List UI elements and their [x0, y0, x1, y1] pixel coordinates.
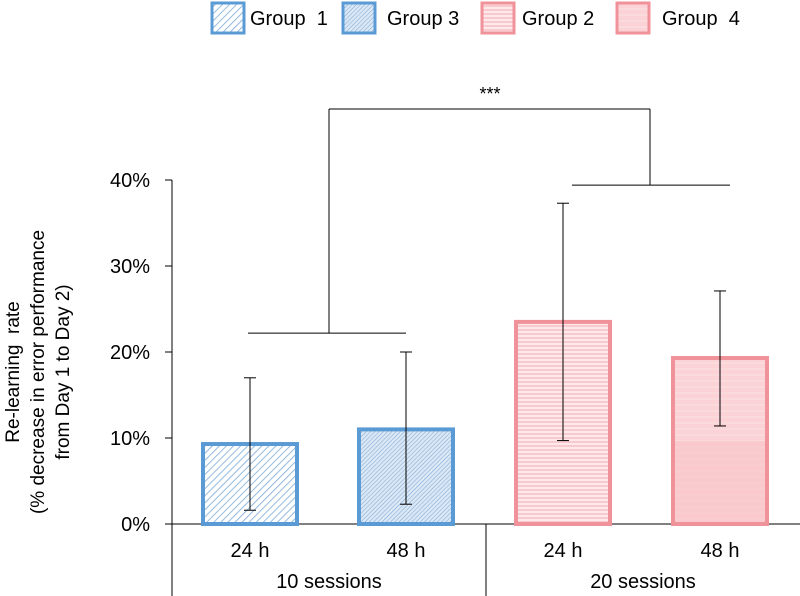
- significance-bracket: ***: [248, 84, 730, 334]
- legend-label-group-1: Group 1: [250, 8, 328, 30]
- sig-label: ***: [479, 84, 500, 104]
- x-tick-label-1: 48 h: [387, 540, 426, 562]
- bars: [201, 319, 769, 526]
- x-tick-label-2: 24 h: [544, 540, 583, 562]
- bar-shade-group-4: [675, 441, 765, 522]
- legend-label-group-2: Group 2: [522, 8, 594, 30]
- legend-swatch-group-4: [615, 1, 651, 35]
- y-tick-label-10: 10%: [110, 428, 150, 450]
- x-group-label-1: 20 sessions: [590, 571, 696, 593]
- y-axis-label-line-1: Re-learning rate: [3, 301, 24, 443]
- legend: Group 1 Group 3 Group 2 Group 4: [210, 1, 740, 35]
- legend-swatch-group-1: [210, 1, 246, 35]
- legend-swatch-group-2: [480, 1, 516, 35]
- y-axis-label-line-3: from Day 1 to Day 2): [53, 284, 74, 459]
- y-tick-label-0: 0%: [121, 514, 150, 536]
- y-tick-label-30: 30%: [110, 256, 150, 278]
- x-labels: 24 h 48 h 24 h 48 h10 sessions 20 sessions: [231, 540, 740, 593]
- y-axis-label-line-2: (% decrease in error performance: [28, 230, 49, 514]
- y-tick-label-20: 20%: [110, 342, 150, 364]
- y-tick-label-40: 40%: [110, 170, 150, 192]
- legend-swatch-group-3: [341, 1, 377, 35]
- error-bars: [244, 202, 726, 511]
- y-ticks: 0% 10% 20% 30% 40%: [110, 170, 172, 536]
- x-tick-label-0: 24 h: [231, 540, 270, 562]
- x-tick-label-3: 48 h: [701, 540, 740, 562]
- legend-label-group-3: Group 3: [387, 8, 459, 30]
- legend-label-group-4: Group 4: [662, 8, 740, 30]
- x-group-label-0: 10 sessions: [276, 571, 382, 593]
